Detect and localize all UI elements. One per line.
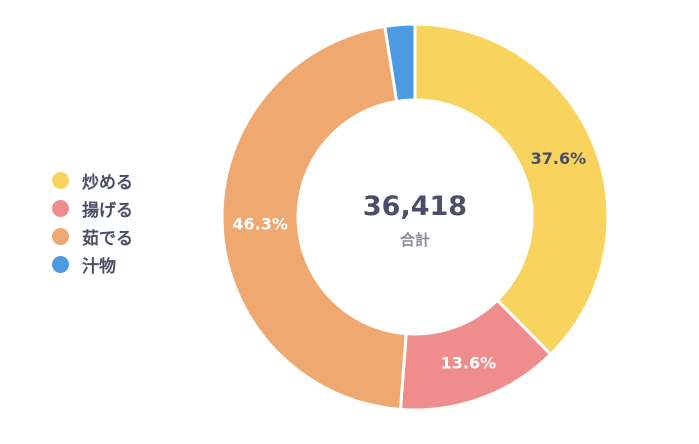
- legend-item[interactable]: 茹でる: [52, 222, 133, 250]
- legend-swatch: [52, 171, 69, 189]
- data-label: 37.6%: [531, 149, 587, 168]
- total-label: 合計: [399, 231, 430, 249]
- legend-swatch: [52, 227, 69, 245]
- total-value: 36,418: [363, 191, 467, 222]
- legend-swatch: [52, 255, 69, 273]
- data-label: 46.3%: [232, 214, 288, 233]
- legend-item[interactable]: 汁物: [52, 250, 133, 278]
- slice[interactable]: [413, 22, 610, 357]
- legend-label: 茹でる: [82, 228, 133, 249]
- legend: 炒める揚げる茹でる汁物: [52, 166, 133, 278]
- slice[interactable]: [383, 22, 417, 104]
- legend-item[interactable]: 炒める: [52, 166, 133, 194]
- legend-label: 汁物: [82, 256, 116, 277]
- legend-label: 炒める: [82, 172, 133, 193]
- slice[interactable]: [220, 24, 408, 412]
- legend-item[interactable]: 揚げる: [52, 194, 133, 222]
- data-label: 13.6%: [441, 354, 497, 373]
- legend-label: 揚げる: [82, 200, 133, 221]
- legend-swatch: [52, 199, 69, 217]
